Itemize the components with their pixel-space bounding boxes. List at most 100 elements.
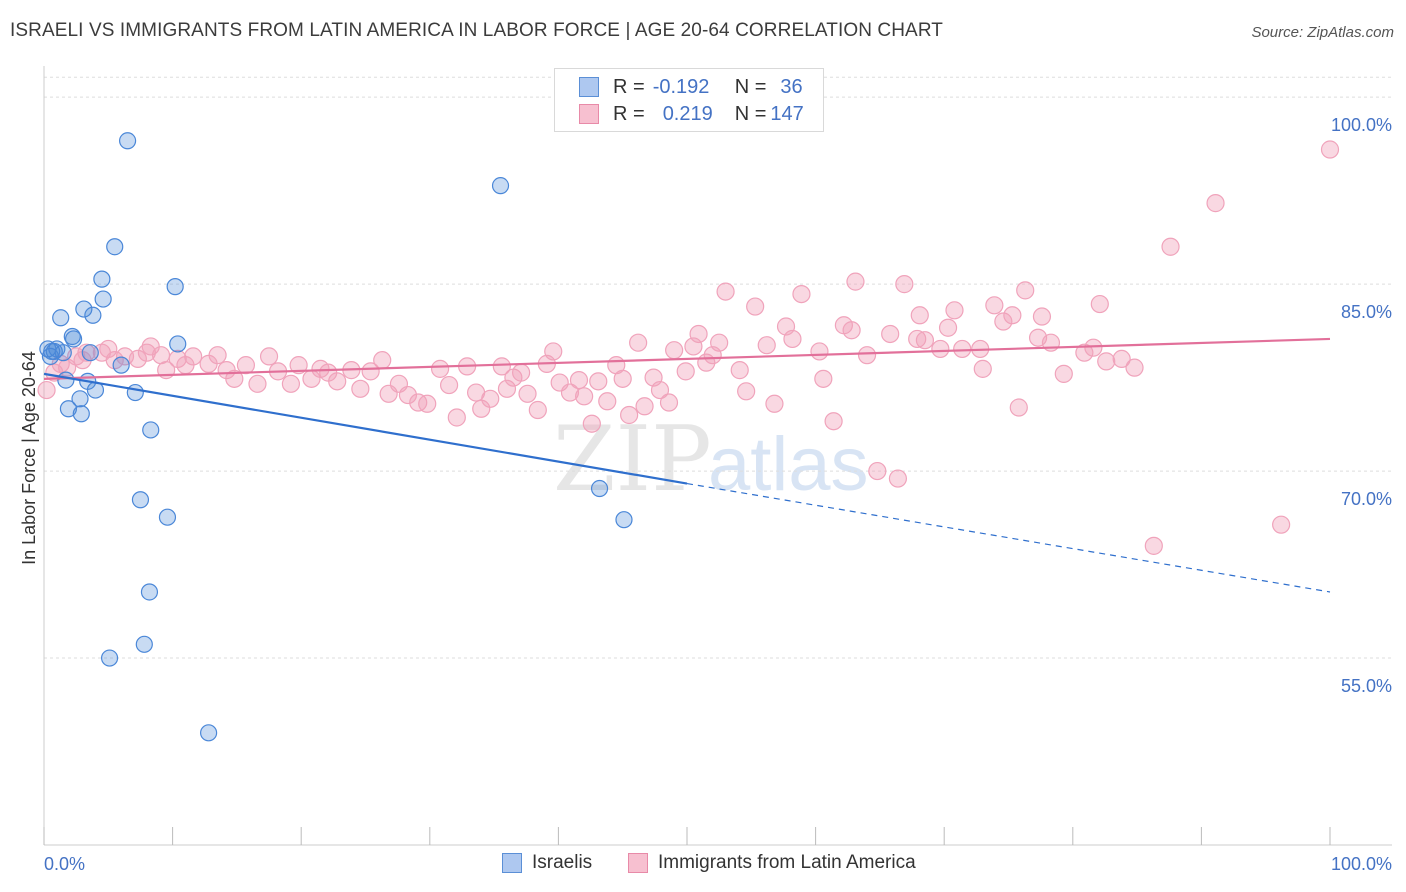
y-tick-label: 85.0% [1341,302,1392,322]
data-point-latin-america [598,392,617,411]
bottom-legend-latin-america: Immigrants from Latin America [628,852,916,874]
y-tick-label: 100.0% [1331,115,1392,135]
data-point-latin-america [945,301,964,320]
data-point-latin-america [868,461,887,481]
data-point-israelis [140,583,159,601]
x-tick-labels: 0.0% 100.0% [44,854,1392,874]
data-point-israelis [81,344,99,362]
data-point-israelis [106,238,124,256]
data-point-israelis [75,300,93,318]
data-point-israelis [590,479,609,498]
data-point-israelis [158,508,177,526]
series-latin-america-points [37,140,1340,555]
data-point-israelis [491,177,510,195]
data-point-latin-america [857,346,877,365]
data-point-israelis [84,306,102,324]
data-point-latin-america [544,342,563,361]
trend-line-israelis [43,372,688,485]
data-point-latin-america [953,339,972,359]
data-point-latin-america [716,282,735,301]
data-point-israelis [43,342,61,361]
data-point-latin-america [1320,140,1340,159]
data-point-latin-america [1144,536,1163,555]
data-point-latin-america [1206,194,1225,213]
data-point-israelis [166,278,184,296]
data-point-latin-america [620,405,639,425]
data-point-latin-america [208,346,227,365]
data-point-israelis [93,270,111,288]
axes [43,66,1392,846]
data-point-latin-america [665,341,684,360]
data-point-latin-america [481,389,500,408]
data-point-latin-america [518,384,537,403]
data-point-latin-america [1054,364,1073,383]
bottom-legend-label: Immigrants from Latin America [658,852,916,873]
data-point-latin-america [418,394,437,413]
data-point-latin-america [99,339,118,359]
legend-swatch-pink [579,104,599,124]
bottom-legend-swatch-blue [502,853,522,873]
chart-source: Source: ZipAtlas.com [1251,24,1394,41]
data-point-latin-america [1075,343,1094,362]
data-point-latin-america [938,318,958,337]
data-point-latin-america [589,372,608,391]
legend-row-israelis: R = -0.192 N = 36 [579,74,803,100]
watermark-zip: ZIP [553,407,712,512]
legend-r-value: 0.219 [662,102,713,125]
data-point-latin-america [689,324,708,344]
bottom-legend-label: Israelis [532,852,593,873]
data-point-israelis [64,330,83,348]
data-point-latin-america [259,347,279,366]
data-point-latin-america [248,374,267,393]
data-point-latin-america [635,397,654,416]
data-point-latin-america [528,400,547,420]
legend-r-label: R = [613,75,645,98]
data-point-latin-america [1125,358,1144,377]
watermark: ZIP atlas [553,407,869,512]
data-point-israelis [57,371,75,389]
data-point-latin-america [814,369,833,388]
data-point-latin-america [994,312,1013,331]
data-point-israelis [615,511,633,529]
data-point-israelis [100,649,119,667]
legend-n-value: 147 [770,102,804,125]
data-point-latin-america [1112,349,1131,369]
chart-title: ISRAELI VS IMMIGRANTS FROM LATIN AMERICA… [10,20,944,41]
data-point-latin-america [351,379,370,398]
legend-r-label: R = [613,102,645,125]
data-point-latin-america [931,339,950,359]
data-point-latin-america [895,275,914,294]
data-point-latin-america [659,393,679,412]
data-point-latin-america [236,356,256,375]
data-point-israelis [112,356,130,374]
data-point-israelis [118,132,137,150]
data-point-israelis [59,400,78,418]
legend-n-label: N = [734,75,767,98]
data-point-latin-america [373,351,392,370]
data-point-latin-america [569,370,589,390]
data-point-latin-america [846,272,865,291]
data-point-latin-america [613,369,632,388]
trend-lines [43,337,1331,593]
data-point-latin-america [560,383,580,402]
legend-r-value: -0.192 [652,75,710,98]
data-point-latin-america [492,357,511,376]
data-point-latin-america [1272,515,1291,534]
data-point-latin-america [973,359,992,378]
bottom-legend-swatch-pink [628,853,648,873]
data-point-latin-america [676,362,695,381]
data-point-latin-america [985,296,1004,315]
data-point-latin-america [77,343,96,362]
legend-swatch-blue [579,77,599,97]
x-tick-label: 0.0% [44,854,85,874]
data-point-latin-america [512,363,531,382]
y-tick-label: 70.0% [1341,489,1392,509]
data-point-latin-america [710,333,729,352]
data-point-latin-america [765,394,784,413]
data-point-latin-america [37,380,56,400]
data-point-latin-america [184,347,203,366]
data-point-latin-america [910,306,929,325]
data-point-latin-america [792,284,811,304]
data-point-latin-america [497,379,517,398]
data-point-latin-america [783,329,802,349]
